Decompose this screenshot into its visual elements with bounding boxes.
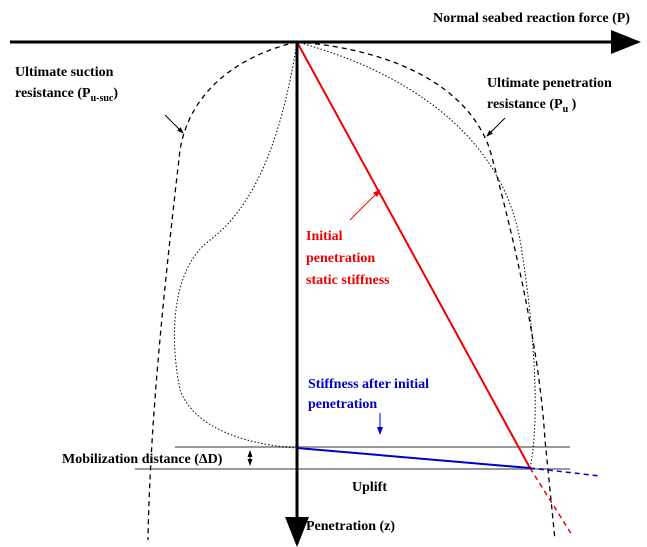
label: penetration bbox=[306, 251, 375, 266]
label: resistance (Pu ) bbox=[487, 97, 577, 115]
axis-label: Normal seabed reaction force (P) bbox=[433, 11, 630, 26]
label: Ultimate suction bbox=[15, 65, 114, 80]
label: Uplift bbox=[352, 480, 387, 495]
label: Stiffness after initial bbox=[308, 377, 429, 392]
shapes bbox=[10, 30, 641, 547]
label: resistance (Pu-suc) bbox=[15, 86, 118, 104]
label: Initial bbox=[306, 229, 343, 244]
label: Mobilization distance (ΔD) bbox=[62, 452, 223, 467]
label: static stiffness bbox=[306, 273, 390, 288]
axis-label: Penetration (z) bbox=[306, 519, 395, 534]
label: penetration bbox=[308, 397, 377, 412]
label: Ultimate penetration bbox=[487, 76, 612, 91]
